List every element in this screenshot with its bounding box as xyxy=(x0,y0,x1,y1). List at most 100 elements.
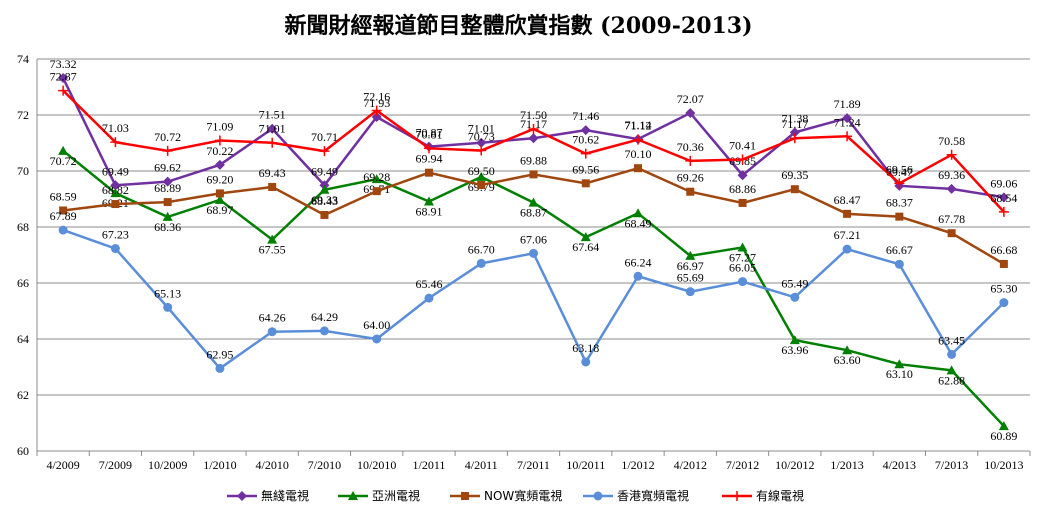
data-point xyxy=(842,131,853,142)
data-label: 70.36 xyxy=(677,140,704,154)
data-label: 64.00 xyxy=(363,318,390,332)
data-label: 70.22 xyxy=(206,144,233,158)
data-point xyxy=(633,134,644,145)
data-point xyxy=(947,349,957,359)
series-line-2 xyxy=(62,149,1005,427)
data-point xyxy=(580,148,591,159)
data-point xyxy=(215,189,224,198)
data-label: 69.47 xyxy=(886,165,913,179)
data-label: 67.21 xyxy=(834,228,861,242)
data-label: 70.81 xyxy=(415,127,442,141)
data-point xyxy=(634,164,643,173)
legend-marker xyxy=(348,491,358,500)
data-point xyxy=(162,176,173,187)
data-point xyxy=(790,185,799,194)
y-tick-label: 74 xyxy=(17,52,29,66)
data-point xyxy=(372,334,382,344)
data-point xyxy=(529,170,538,179)
data-label: 68.47 xyxy=(834,193,861,207)
data-label: 71.50 xyxy=(520,108,547,122)
data-point xyxy=(528,124,539,134)
data-point xyxy=(528,197,539,207)
data-label: 64.29 xyxy=(311,310,338,324)
x-tick-label: 7/2012 xyxy=(726,458,759,472)
data-label: 72.16 xyxy=(363,90,390,104)
data-label: 60.89 xyxy=(990,429,1017,443)
data-point xyxy=(528,133,539,144)
data-point xyxy=(842,244,852,254)
legend-marker xyxy=(461,492,469,500)
data-point xyxy=(581,179,590,188)
data-point xyxy=(215,363,225,373)
data-point xyxy=(685,155,696,166)
data-point xyxy=(320,210,329,219)
data-point xyxy=(110,188,121,198)
data-label: 69.62 xyxy=(154,161,181,175)
data-label: 71.09 xyxy=(206,119,233,133)
data-point xyxy=(894,259,904,269)
data-point xyxy=(476,145,487,156)
data-label: 62.95 xyxy=(206,347,233,361)
data-label: 72.07 xyxy=(677,92,704,106)
data-point xyxy=(267,234,278,244)
data-label: 71.38 xyxy=(781,111,808,125)
data-point xyxy=(790,292,800,302)
data-point xyxy=(894,359,905,369)
legend-item-label: 香港寬頻電視 xyxy=(617,488,689,503)
data-point xyxy=(842,345,853,355)
data-point xyxy=(111,200,120,209)
data-label: 68.49 xyxy=(625,216,652,230)
legend-marker xyxy=(237,491,247,501)
data-label: 67.06 xyxy=(520,232,547,246)
y-tick-label: 62 xyxy=(17,388,29,402)
data-point xyxy=(162,145,173,156)
data-label: 68.82 xyxy=(102,183,129,197)
data-point xyxy=(738,277,748,287)
data-label: 70.62 xyxy=(572,133,599,147)
data-point xyxy=(163,198,172,207)
data-label: 71.01 xyxy=(468,122,495,136)
data-label: 69.20 xyxy=(206,172,233,186)
x-tick-label: 1/2011 xyxy=(413,458,446,472)
data-point xyxy=(110,137,121,148)
data-label: 71.17 xyxy=(781,117,808,131)
data-label: 66.05 xyxy=(729,261,756,275)
data-point xyxy=(319,184,330,194)
data-point xyxy=(789,127,800,138)
legend-item-label: NOW寬頻電視 xyxy=(484,488,562,503)
data-point xyxy=(529,248,538,258)
data-label: 63.60 xyxy=(834,353,861,367)
data-point xyxy=(476,258,486,268)
data-point xyxy=(737,170,748,181)
data-point xyxy=(842,113,853,124)
data-point xyxy=(789,133,800,144)
data-point xyxy=(163,302,173,312)
data-label: 69.26 xyxy=(677,171,704,185)
data-label: 70.10 xyxy=(625,147,652,161)
data-label: 62.88 xyxy=(938,373,965,387)
data-label: 69.35 xyxy=(781,168,808,182)
x-tick-label: 7/2010 xyxy=(308,458,341,472)
data-point xyxy=(580,232,591,242)
x-tick-label: 1/2012 xyxy=(621,458,654,472)
data-point xyxy=(214,135,225,146)
data-point xyxy=(946,365,957,375)
data-label: 63.96 xyxy=(781,343,808,357)
data-label: 70.72 xyxy=(50,154,77,168)
data-point xyxy=(947,229,956,238)
data-point xyxy=(267,123,278,134)
data-point xyxy=(371,111,382,122)
x-tick-label: 10/2009 xyxy=(148,458,187,472)
chart-title: 新聞財經報道節目整體欣賞指數 (2009-2013) xyxy=(284,13,753,39)
data-label: 71.14 xyxy=(625,118,652,132)
data-label: 70.73 xyxy=(468,130,495,144)
data-point xyxy=(267,137,278,148)
data-point xyxy=(633,208,644,218)
data-label: 65.69 xyxy=(677,271,704,285)
data-point xyxy=(894,178,905,189)
data-point xyxy=(998,206,1009,217)
data-point xyxy=(162,211,173,221)
y-tick-label: 70 xyxy=(17,164,29,178)
legend-marker xyxy=(593,491,603,501)
